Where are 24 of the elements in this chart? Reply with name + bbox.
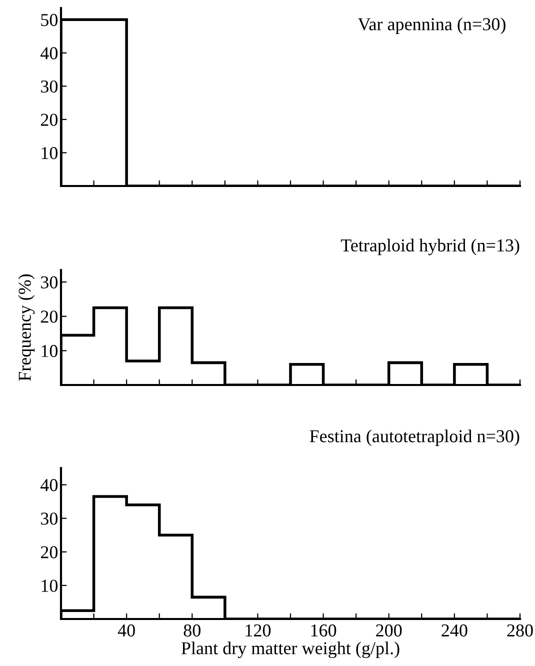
y-tick-label: 30 xyxy=(41,512,58,525)
y-tick-label: 10 xyxy=(42,146,58,160)
x-tick-label: 160 xyxy=(311,624,336,637)
x-tick-label: 280 xyxy=(507,624,533,637)
x-tick-label: 40 xyxy=(118,624,135,637)
chart-title: Tetraploid hybrid (n=13) xyxy=(340,238,520,256)
chart-title: Festina (autotetraploid n=30) xyxy=(310,430,520,446)
y-tick-label: 40 xyxy=(40,47,58,60)
y-tick-label: 20 xyxy=(40,114,58,126)
y-tick-label: 50 xyxy=(41,14,58,26)
y-tick-label: 30 xyxy=(41,80,58,93)
chart-title: Var apennina (n=30) xyxy=(358,18,506,34)
y-tick-label: 30 xyxy=(41,276,58,288)
y-tick-label: 40 xyxy=(40,479,58,492)
y-tick-label: 10 xyxy=(42,344,58,358)
y-tick-label: 20 xyxy=(40,310,58,323)
y-axis-title: Frequency (%) xyxy=(18,274,35,381)
x-tick-label: 80 xyxy=(184,624,200,637)
x-axis-title: Plant dry matter weight (g/pl.) xyxy=(181,642,400,658)
x-tick-label: 200 xyxy=(376,624,402,637)
x-tick-label: 120 xyxy=(246,624,271,637)
x-tick-label: 240 xyxy=(442,624,468,637)
y-tick-label: 20 xyxy=(40,546,58,558)
y-tick-label: 10 xyxy=(42,580,58,592)
